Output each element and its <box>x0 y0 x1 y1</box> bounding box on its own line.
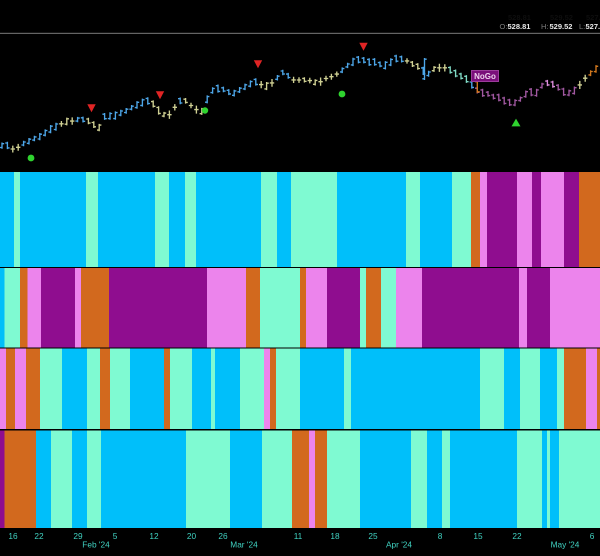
svg-text:529.52: 529.52 <box>550 13 573 22</box>
svg-text:H:: H: <box>541 22 549 31</box>
svg-text:Mar '24: Mar '24 <box>230 540 258 550</box>
svg-text:16: 16 <box>8 531 18 541</box>
svg-text:Feb '24: Feb '24 <box>82 540 110 550</box>
svg-text:528.81: 528.81 <box>508 13 531 22</box>
svg-text:May '24: May '24 <box>551 540 580 550</box>
svg-text:8: 8 <box>438 531 443 541</box>
svg-text:O:: O: <box>500 22 508 31</box>
svg-text:22: 22 <box>512 531 522 541</box>
svg-text:12: 12 <box>149 531 159 541</box>
svg-text:5: 5 <box>113 531 118 541</box>
svg-text:528.81: 528.81 <box>508 22 531 31</box>
svg-text:527.34: 527.34 <box>586 22 600 31</box>
svg-text:15: 15 <box>473 531 483 541</box>
svg-text:NoGo: NoGo <box>474 72 496 81</box>
svg-text:6: 6 <box>590 531 595 541</box>
svg-text:529.52: 529.52 <box>550 22 573 31</box>
svg-text:20: 20 <box>187 531 197 541</box>
svg-text:22: 22 <box>34 531 44 541</box>
svg-text:L:: L: <box>579 22 585 31</box>
svg-text:25: 25 <box>368 531 378 541</box>
svg-text:18: 18 <box>330 531 340 541</box>
svg-text:Apr '24: Apr '24 <box>386 540 412 550</box>
svg-text:26: 26 <box>218 531 228 541</box>
svg-text:527.34: 527.34 <box>586 13 600 22</box>
svg-text:11: 11 <box>294 531 303 541</box>
